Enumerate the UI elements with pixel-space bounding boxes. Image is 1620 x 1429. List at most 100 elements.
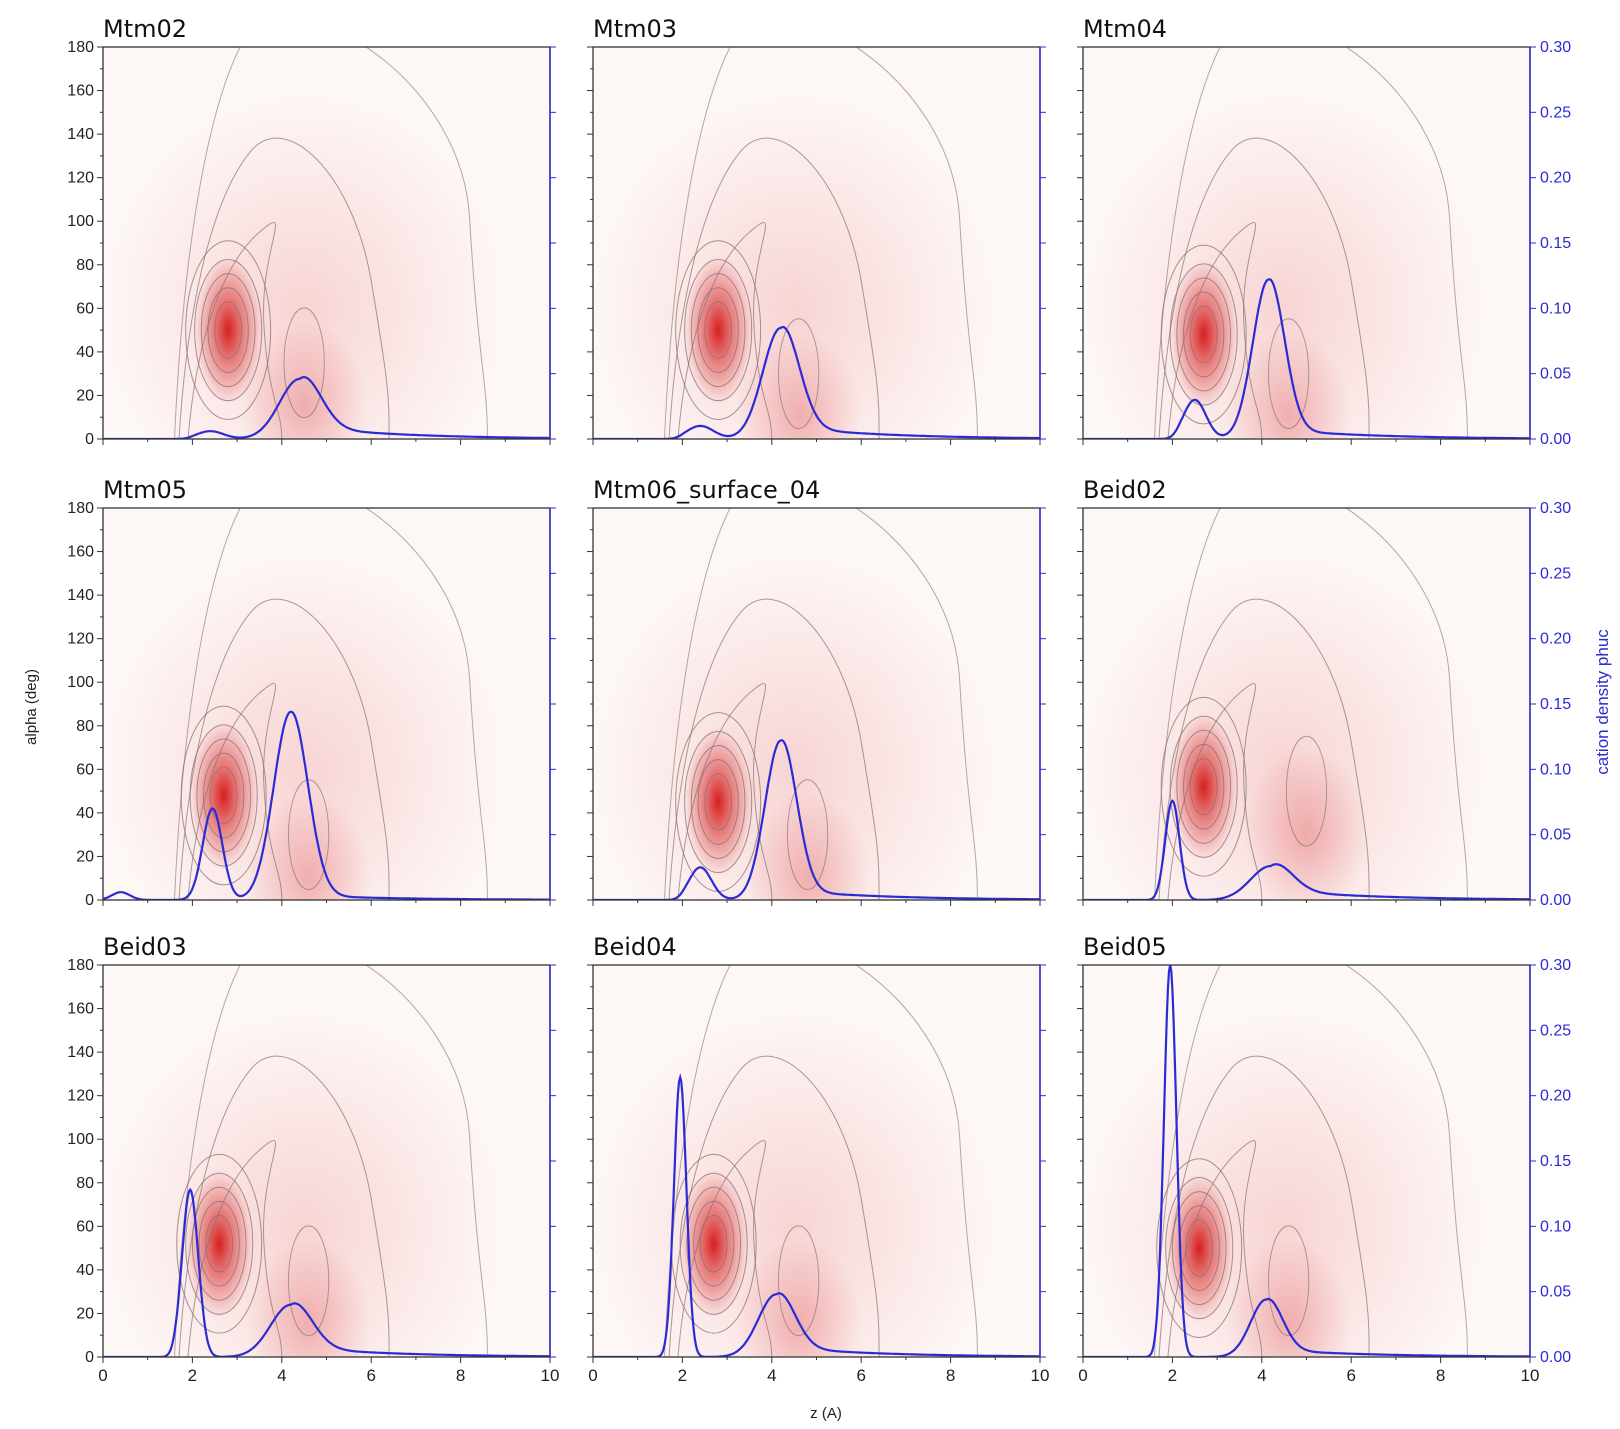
contour-line bbox=[668, 1055, 880, 1357]
heat-halo bbox=[593, 92, 996, 439]
heat-secondary bbox=[1226, 1238, 1352, 1357]
y-tick-label: 100 bbox=[67, 213, 94, 230]
heatmap bbox=[1083, 47, 1530, 439]
heatmap bbox=[1083, 508, 1530, 900]
panel-mtm02: 0 20 40 60 80 100 120 140 160 180 Mtm02 bbox=[67, 15, 556, 448]
y2-tick-label: 0.30 bbox=[1540, 39, 1571, 56]
x-tick-label: 10 bbox=[541, 1366, 560, 1385]
contour-line bbox=[178, 1055, 390, 1357]
y2-tick-label: 0.15 bbox=[1540, 235, 1571, 252]
panel-title: Beid04 bbox=[593, 933, 677, 961]
heat-hot-spot bbox=[1170, 259, 1238, 409]
heat-halo bbox=[593, 553, 996, 900]
cation-density-curve bbox=[593, 1073, 1040, 1357]
y-tick-label: 60 bbox=[76, 1218, 94, 1235]
heat-secondary bbox=[246, 1238, 372, 1357]
contour-line bbox=[668, 137, 880, 439]
contour-line bbox=[176, 1153, 263, 1334]
heatmap bbox=[593, 965, 1040, 1357]
x-axis-label: z (A) bbox=[810, 1405, 842, 1422]
y2-tick-label: 0.15 bbox=[1540, 696, 1571, 713]
contour-line bbox=[1189, 305, 1218, 364]
contour-line bbox=[1156, 1158, 1243, 1338]
y-tick-label: 80 bbox=[76, 718, 94, 735]
y-tick-label: 140 bbox=[67, 587, 94, 604]
contour-line bbox=[697, 287, 739, 373]
y-tick-label: 80 bbox=[76, 1175, 94, 1192]
heat-halo bbox=[103, 1010, 506, 1357]
contour-line bbox=[1154, 47, 1468, 439]
y2-tick-label: 0.00 bbox=[1540, 892, 1571, 909]
contour-line bbox=[1169, 715, 1238, 858]
panel-title: Mtm02 bbox=[103, 15, 187, 43]
contour-line bbox=[174, 965, 488, 1357]
y-tick-label: 0 bbox=[85, 1349, 94, 1366]
heat-hot-spot bbox=[185, 1169, 253, 1319]
contour-line bbox=[205, 1215, 234, 1273]
y2-tick-label: 0.15 bbox=[1540, 1153, 1571, 1170]
contour-line bbox=[679, 1172, 748, 1315]
contour-line bbox=[668, 598, 880, 900]
contour-line bbox=[664, 508, 978, 900]
y-tick-label: 120 bbox=[67, 170, 94, 187]
contour-line bbox=[174, 47, 488, 439]
y-tick-label: 100 bbox=[67, 1131, 94, 1148]
heatmap bbox=[593, 508, 1040, 900]
x-tick-label: 10 bbox=[1521, 1366, 1540, 1385]
contour-line bbox=[187, 683, 283, 900]
heat-secondary bbox=[744, 792, 871, 900]
heat-halo bbox=[1083, 1010, 1486, 1357]
contour-line bbox=[1183, 291, 1225, 378]
panel-title: Mtm03 bbox=[593, 15, 677, 43]
x-tick-label: 0 bbox=[1078, 1366, 1087, 1385]
contour-line bbox=[1158, 1055, 1370, 1357]
y2-tick-label: 0.25 bbox=[1540, 565, 1571, 582]
contour-line bbox=[174, 508, 488, 900]
contour-line bbox=[1158, 598, 1370, 900]
y2-tick-label: 0.25 bbox=[1540, 104, 1571, 121]
contour-line bbox=[664, 965, 978, 1357]
panel-title: Beid05 bbox=[1083, 933, 1167, 961]
contour-line bbox=[185, 240, 272, 420]
heatmap bbox=[103, 508, 550, 900]
y2-tick-label: 0.00 bbox=[1540, 431, 1571, 448]
contour-line bbox=[207, 287, 249, 373]
y2-tick-label: 0.30 bbox=[1540, 500, 1571, 517]
y-tick-label: 60 bbox=[76, 761, 94, 778]
cation-density-curve bbox=[103, 1187, 550, 1357]
contour-line bbox=[1176, 277, 1232, 392]
contour-line bbox=[189, 724, 258, 867]
y-tick-label: 0 bbox=[85, 431, 94, 448]
y-tick-label: 20 bbox=[76, 387, 94, 404]
contour-line bbox=[1171, 1191, 1227, 1306]
panel-title: Mtm05 bbox=[103, 476, 187, 504]
y-tick-label: 120 bbox=[67, 631, 94, 648]
contour-line bbox=[1158, 137, 1370, 439]
contour-line bbox=[786, 779, 829, 891]
heat-hot-spot bbox=[684, 255, 752, 405]
y2-tick-label: 0.10 bbox=[1540, 1218, 1571, 1235]
heat-hot-spot bbox=[1165, 1173, 1233, 1323]
y-tick-label: 0 bbox=[85, 892, 94, 909]
panel-title: Mtm04 bbox=[1083, 15, 1167, 43]
heatmap bbox=[103, 47, 550, 439]
contour-line bbox=[178, 598, 390, 900]
contour-line bbox=[675, 240, 762, 420]
heat-secondary bbox=[1243, 748, 1370, 900]
y-tick-label: 40 bbox=[76, 1262, 94, 1279]
contour-line bbox=[664, 47, 978, 439]
x-tick-label: 10 bbox=[1031, 1366, 1050, 1385]
panel-beid05: 0.00 0.05 0.10 0.15 0.20 0.25 0.30 0 2 4 6 8 10 Beid0… bbox=[1077, 933, 1571, 1385]
contour-line bbox=[1167, 1140, 1263, 1357]
panel-mtm04: 0.00 0.05 0.10 0.15 0.20 0.25 0.30 Mtm04 bbox=[1077, 15, 1571, 448]
contour-line bbox=[1154, 508, 1468, 900]
contour-line bbox=[1167, 222, 1263, 439]
contour-line bbox=[191, 1186, 247, 1301]
x-tick-label: 8 bbox=[946, 1366, 955, 1385]
panel-beid02: 0.00 0.05 0.10 0.15 0.20 0.25 0.30 Beid02 bbox=[1077, 476, 1571, 909]
y-tick-label: 140 bbox=[67, 1044, 94, 1061]
y-tick-label: 160 bbox=[67, 83, 94, 100]
y-tick-label: 180 bbox=[67, 500, 94, 517]
heat-secondary bbox=[241, 320, 367, 439]
